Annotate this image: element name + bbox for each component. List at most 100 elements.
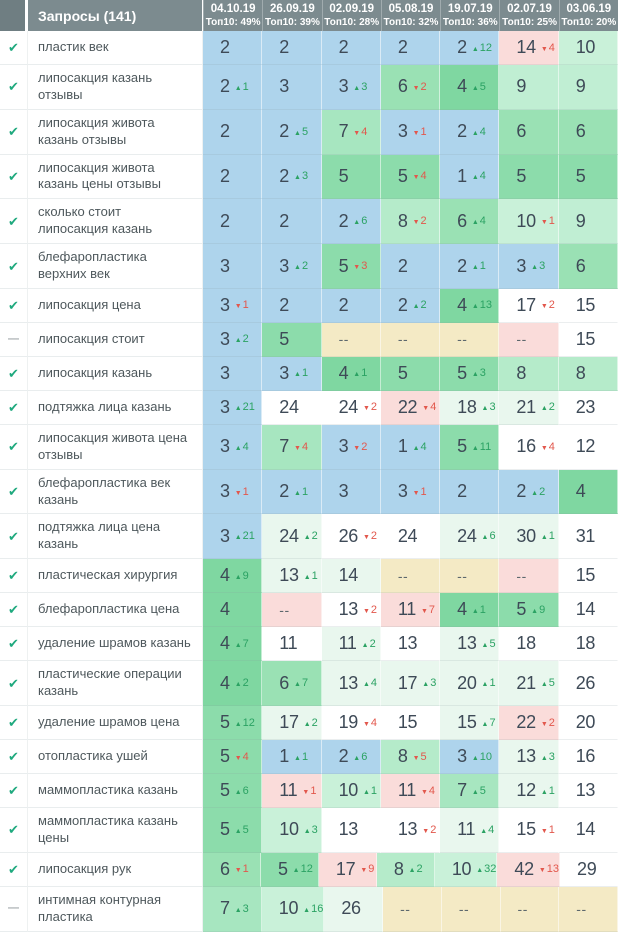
position-cell[interactable]: 62	[380, 65, 441, 110]
position-cell[interactable]: 74	[321, 109, 381, 155]
position-cell[interactable]: 24 2	[262, 514, 322, 560]
position-cell[interactable]: 10 3	[262, 808, 322, 853]
position-cell[interactable]: 24	[380, 514, 441, 560]
position-cell[interactable]: 19 4	[321, 706, 381, 741]
position-cell[interactable]: 5 12	[203, 706, 263, 741]
position-cell[interactable]: 3 21	[203, 390, 263, 425]
row-status-cell[interactable]: ✔	[0, 852, 28, 887]
position-cell[interactable]: 2	[262, 31, 322, 65]
position-cell[interactable]: 29	[560, 852, 618, 887]
query-label[interactable]: блефаропластика верхних век	[28, 244, 203, 289]
position-cell[interactable]: 49	[203, 559, 263, 594]
date-column-header[interactable]: 03.06.19 Топ10: 20%	[558, 0, 618, 31]
position-cell[interactable]: 222	[499, 706, 559, 741]
position-cell[interactable]: 23	[262, 154, 322, 200]
position-cell[interactable]: 2	[440, 469, 500, 515]
position-cell[interactable]: 15 7	[440, 706, 500, 741]
position-cell[interactable]: 3	[203, 356, 263, 391]
position-cell[interactable]: 15 1	[499, 808, 559, 853]
position-cell[interactable]: 12	[558, 424, 618, 470]
row-status-cell[interactable]: ✔	[0, 390, 28, 425]
position-cell[interactable]: 10 1	[321, 774, 381, 809]
row-status-cell[interactable]: ✔	[0, 514, 28, 560]
position-cell[interactable]: 12 1	[499, 774, 559, 809]
position-cell[interactable]: 64	[440, 199, 500, 245]
row-status-cell[interactable]: ✔	[0, 808, 28, 853]
position-cell[interactable]: 14	[321, 559, 381, 594]
position-cell[interactable]: 11 7	[380, 593, 441, 628]
row-status-cell[interactable]: —	[0, 886, 28, 932]
position-cell[interactable]: 10 1	[499, 199, 559, 245]
query-label[interactable]: липосакция цена	[28, 288, 203, 323]
position-cell[interactable]: 13 4	[321, 661, 381, 707]
position-cell[interactable]: 9	[558, 65, 618, 110]
position-cell[interactable]: 21 2	[499, 390, 559, 425]
row-status-cell[interactable]: ✔	[0, 627, 28, 662]
position-cell[interactable]: 11 2	[321, 627, 381, 662]
query-label[interactable]: блефаропластика цена	[28, 593, 203, 628]
position-cell[interactable]: 2	[262, 199, 322, 245]
position-cell[interactable]: 18	[558, 627, 618, 662]
query-label[interactable]: подтяжка лица казань	[28, 390, 203, 425]
queries-header[interactable]: Запросы (141)	[28, 0, 203, 31]
position-cell[interactable]: --	[440, 322, 500, 357]
position-cell[interactable]: 2	[203, 154, 263, 200]
row-status-cell[interactable]: ✔	[0, 559, 28, 594]
position-cell[interactable]: 82	[376, 852, 435, 887]
query-label[interactable]: липосакция казань	[28, 356, 203, 391]
row-status-cell[interactable]: —	[0, 322, 28, 357]
position-cell[interactable]: 2	[380, 31, 441, 65]
date-column-header[interactable]: 04.10.19 Топ10: 49%	[203, 0, 263, 31]
position-cell[interactable]: 11	[262, 627, 322, 662]
date-column-header[interactable]: 02.07.19 Топ10: 25%	[499, 0, 559, 31]
position-cell[interactable]: 10 32	[434, 852, 498, 887]
position-cell[interactable]: 5	[558, 154, 618, 200]
position-cell[interactable]: 32	[321, 424, 381, 470]
query-label[interactable]: липосакция живота казань отзывы	[28, 109, 203, 155]
position-cell[interactable]: 30 1	[499, 514, 559, 560]
query-label[interactable]: удаление шрамов цена	[28, 706, 203, 741]
position-cell[interactable]: 53	[440, 356, 500, 391]
position-cell[interactable]: 10 16	[261, 886, 325, 932]
position-cell[interactable]: 22	[499, 469, 559, 515]
position-cell[interactable]: 61	[203, 852, 261, 887]
query-label[interactable]: липосакция рук	[28, 852, 203, 887]
position-cell[interactable]: 3	[262, 65, 322, 110]
position-cell[interactable]: 67	[262, 661, 322, 707]
position-cell[interactable]: 85	[380, 740, 441, 775]
position-cell[interactable]: 13 5	[440, 627, 500, 662]
position-cell[interactable]: 17 3	[380, 661, 441, 707]
position-cell[interactable]: 75	[440, 774, 500, 809]
position-cell[interactable]: 24	[262, 390, 322, 425]
position-cell[interactable]: 14 4	[499, 31, 559, 65]
position-cell[interactable]: 18	[499, 627, 559, 662]
position-cell[interactable]: 24 2	[321, 390, 381, 425]
position-cell[interactable]: --	[380, 322, 441, 357]
position-cell[interactable]: 22	[380, 288, 441, 323]
position-cell[interactable]: 34	[203, 424, 263, 470]
position-cell[interactable]: 17 2	[499, 288, 559, 323]
position-cell[interactable]: 6	[558, 244, 618, 289]
position-cell[interactable]: 26 2	[321, 514, 381, 560]
query-label[interactable]: блефаропластика век казань	[28, 469, 203, 515]
position-cell[interactable]: 82	[380, 199, 441, 245]
position-cell[interactable]: 9	[499, 65, 559, 110]
row-status-cell[interactable]: ✔	[0, 288, 28, 323]
position-cell[interactable]: --	[441, 886, 501, 932]
position-cell[interactable]: 16 4	[499, 424, 559, 470]
position-cell[interactable]: 4	[203, 593, 263, 628]
position-cell[interactable]: 15	[380, 706, 441, 741]
position-cell[interactable]: 33	[499, 244, 559, 289]
position-cell[interactable]: 13 1	[262, 559, 322, 594]
position-cell[interactable]: --	[262, 593, 322, 628]
position-cell[interactable]: --	[499, 559, 559, 594]
position-cell[interactable]: 3 10	[440, 740, 500, 775]
position-cell[interactable]: 10	[558, 31, 618, 65]
position-cell[interactable]: 3	[321, 469, 381, 515]
position-cell[interactable]: --	[321, 322, 381, 357]
position-cell[interactable]: 5	[380, 356, 441, 391]
position-cell[interactable]: 56	[203, 774, 263, 809]
position-cell[interactable]: 20 1	[440, 661, 500, 707]
position-cell[interactable]: --	[380, 559, 441, 594]
position-cell[interactable]: 42 13	[497, 852, 561, 887]
